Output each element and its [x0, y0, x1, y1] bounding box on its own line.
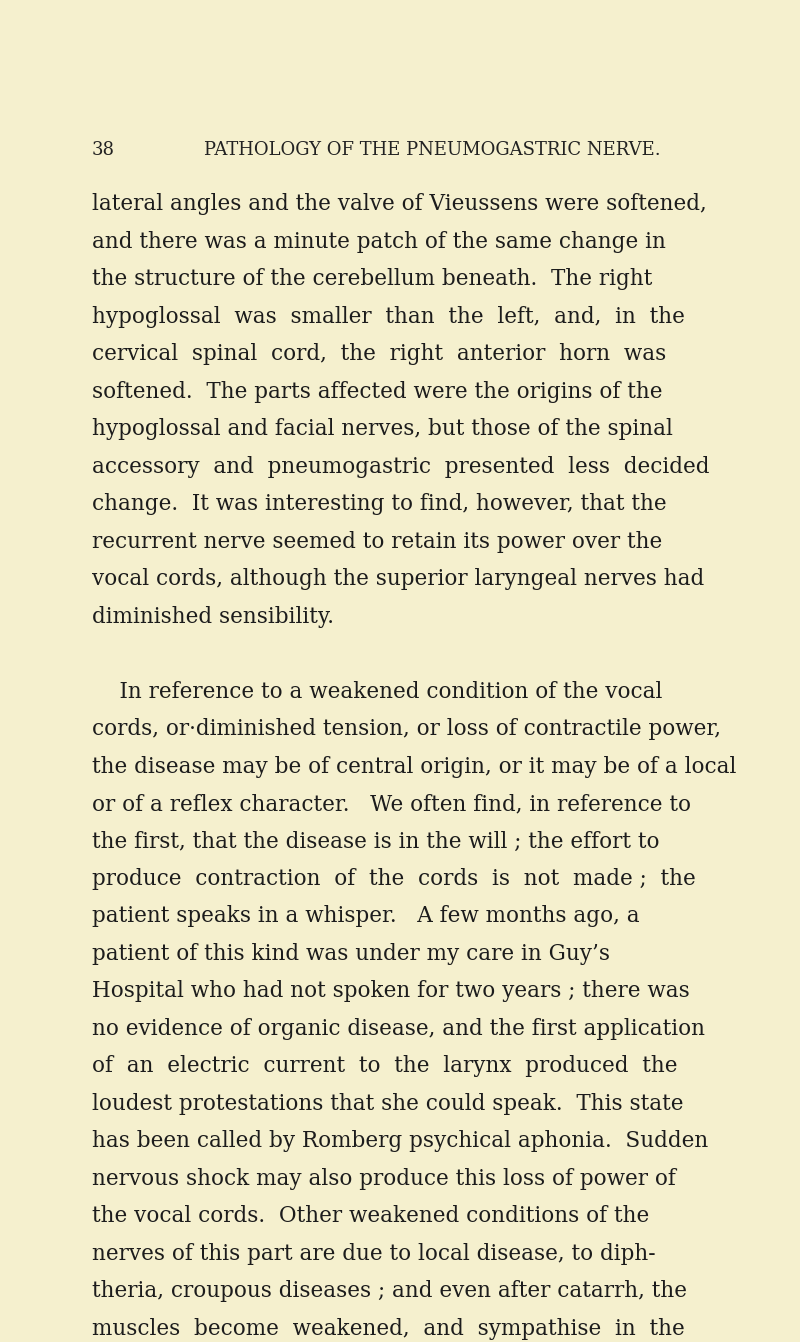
Text: patient speaks in a whisper.   A few months ago, a: patient speaks in a whisper. A few month… [92, 906, 640, 927]
Text: the disease may be of central origin, or it may be of a local: the disease may be of central origin, or… [92, 756, 736, 777]
Text: recurrent nerve seemed to retain its power over the: recurrent nerve seemed to retain its pow… [92, 530, 662, 553]
Text: or of a reflex character.   We often find, in reference to: or of a reflex character. We often find,… [92, 793, 691, 815]
Text: change.  It was interesting to find, however, that the: change. It was interesting to find, howe… [92, 493, 666, 515]
Text: diminished sensibility.: diminished sensibility. [92, 605, 334, 628]
Text: no evidence of organic disease, and the first application: no evidence of organic disease, and the … [92, 1019, 705, 1040]
Text: softened.  The parts affected were the origins of the: softened. The parts affected were the or… [92, 381, 662, 403]
Text: nerves of this part are due to local disease, to diph-: nerves of this part are due to local dis… [92, 1243, 656, 1266]
Text: the structure of the cerebellum beneath.  The right: the structure of the cerebellum beneath.… [92, 268, 652, 290]
Text: hypoglossal and facial nerves, but those of the spinal: hypoglossal and facial nerves, but those… [92, 419, 673, 440]
Text: loudest protestations that she could speak.  This state: loudest protestations that she could spe… [92, 1092, 683, 1115]
Text: PATHOLOGY OF THE PNEUMOGASTRIC NERVE.: PATHOLOGY OF THE PNEUMOGASTRIC NERVE. [204, 141, 660, 158]
Text: Hospital who had not spoken for two years ; there was: Hospital who had not spoken for two year… [92, 981, 690, 1002]
Text: lateral angles and the valve of Vieussens were softened,: lateral angles and the valve of Vieussen… [92, 193, 706, 215]
Text: In reference to a weakened condition of the vocal: In reference to a weakened condition of … [92, 680, 662, 703]
Text: nervous shock may also produce this loss of power of: nervous shock may also produce this loss… [92, 1168, 676, 1190]
Text: and there was a minute patch of the same change in: and there was a minute patch of the same… [92, 231, 666, 252]
Text: patient of this kind was under my care in Guy’s: patient of this kind was under my care i… [92, 943, 610, 965]
Text: cervical  spinal  cord,  the  right  anterior  horn  was: cervical spinal cord, the right anterior… [92, 344, 666, 365]
Text: theria, croupous diseases ; and even after catarrh, the: theria, croupous diseases ; and even aft… [92, 1280, 687, 1302]
Text: muscles  become  weakened,  and  sympathise  in  the: muscles become weakened, and sympathise … [92, 1318, 685, 1339]
Text: cords, or·diminished tension, or loss of contractile power,: cords, or·diminished tension, or loss of… [92, 718, 721, 739]
Text: 38: 38 [92, 141, 115, 158]
Text: vocal cords, although the superior laryngeal nerves had: vocal cords, although the superior laryn… [92, 568, 704, 590]
Text: of  an  electric  current  to  the  larynx  produced  the: of an electric current to the larynx pro… [92, 1055, 678, 1078]
Text: the first, that the disease is in the will ; the effort to: the first, that the disease is in the wi… [92, 831, 659, 852]
Text: accessory  and  pneumogastric  presented  less  decided: accessory and pneumogastric presented le… [92, 456, 710, 478]
Text: hypoglossal  was  smaller  than  the  left,  and,  in  the: hypoglossal was smaller than the left, a… [92, 306, 685, 327]
Text: has been called by Romberg psychical aphonia.  Sudden: has been called by Romberg psychical aph… [92, 1130, 708, 1153]
Text: produce  contraction  of  the  cords  is  not  made ;  the: produce contraction of the cords is not … [92, 868, 696, 890]
Text: the vocal cords.  Other weakened conditions of the: the vocal cords. Other weakened conditio… [92, 1205, 650, 1228]
